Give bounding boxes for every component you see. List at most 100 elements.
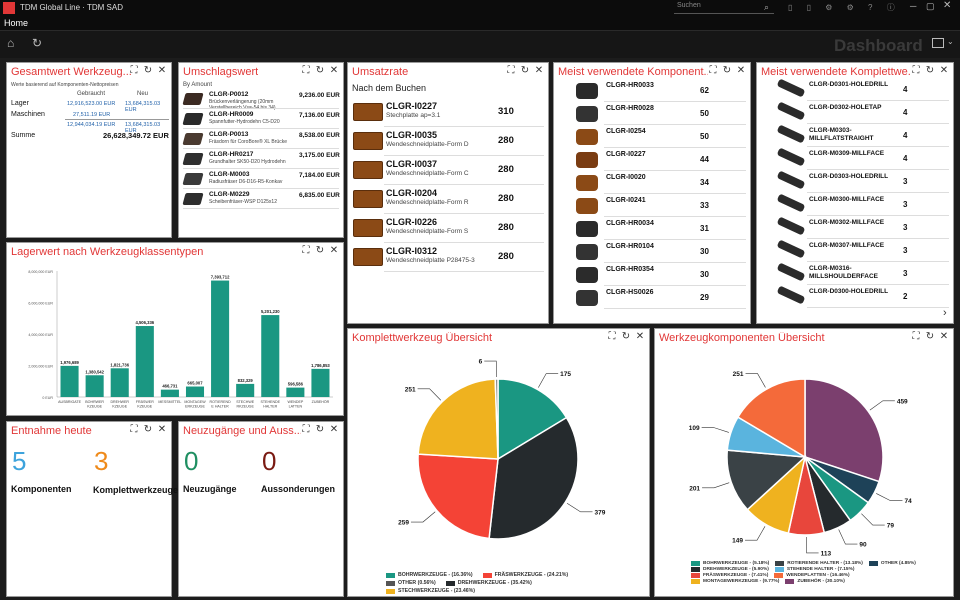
item-code[interactable]: CLGR-M0302-MILLFACE <box>809 219 885 226</box>
refresh-icon[interactable]: ↻ <box>315 424 325 435</box>
item-code[interactable]: CLGR-D0302-HOLETAP <box>809 104 882 111</box>
item-code[interactable]: CLGR-HR0034 <box>606 220 654 227</box>
item-code[interactable]: CLGR-P0012 <box>209 91 249 98</box>
close-icon[interactable]: ✕ <box>939 65 949 76</box>
item-code[interactable]: CLGR-M0316-MILLSHOULDERFACE <box>809 265 878 280</box>
refresh-icon[interactable]: ↻ <box>621 331 631 342</box>
bar[interactable] <box>110 368 129 397</box>
item-code[interactable]: CLGR-HR0028 <box>606 105 654 112</box>
item-code[interactable]: CLGR-HR0104 <box>606 243 654 250</box>
expand-icon[interactable]: ⛶ <box>709 65 717 76</box>
pie-slice[interactable] <box>417 378 499 460</box>
item-code[interactable]: CLGR-I0227 <box>606 151 646 158</box>
close-icon[interactable]: ✕ <box>157 424 167 435</box>
refresh-icon[interactable]: ↻ <box>32 36 43 50</box>
item-code[interactable]: CLGR-P0013 <box>209 131 249 138</box>
search-input[interactable]: Suchen <box>674 2 774 14</box>
home-icon[interactable]: ⌂ <box>7 36 15 50</box>
expand-icon[interactable]: ⛶ <box>302 424 310 435</box>
item-code[interactable]: CLGR-I0227 <box>386 101 438 111</box>
expand-icon[interactable]: ⛶ <box>302 65 310 76</box>
item-code[interactable]: CLGR-D0301-HOLEDRILL <box>809 81 889 88</box>
bar[interactable] <box>261 315 280 397</box>
pie-slice[interactable] <box>726 449 807 511</box>
bar[interactable] <box>60 365 79 397</box>
item-code[interactable]: CLGR-HR0009 <box>209 111 254 118</box>
expand-icon[interactable]: ⛶ <box>507 65 515 76</box>
maximize-icon[interactable]: ▢ <box>926 1 935 11</box>
close-icon[interactable]: ✕ <box>939 331 949 342</box>
pie-slice[interactable] <box>804 378 884 483</box>
item-value: 280 <box>498 251 514 262</box>
refresh-icon[interactable]: ↻ <box>722 65 732 76</box>
expand-icon[interactable]: ⛶ <box>302 245 310 256</box>
pie-slice[interactable] <box>417 453 499 540</box>
item-code[interactable]: CLGR-I0254 <box>606 128 646 135</box>
bar[interactable] <box>311 368 330 397</box>
item-value: 4 <box>903 85 908 94</box>
layout-icon[interactable] <box>932 38 944 48</box>
expand-icon[interactable]: ⛶ <box>912 331 920 342</box>
bar[interactable] <box>185 386 205 397</box>
item-code[interactable]: CLGR-I0020 <box>606 174 646 181</box>
bar[interactable] <box>160 389 179 397</box>
close-icon[interactable]: ✕ <box>534 65 544 76</box>
refresh-icon[interactable]: ↻ <box>315 65 325 76</box>
expand-icon[interactable]: ⛶ <box>130 65 138 76</box>
close-icon[interactable]: ✕ <box>329 424 339 435</box>
pie-slice[interactable] <box>488 416 579 540</box>
item-code[interactable]: CLGR-D0303-HOLEDRILL <box>809 173 889 180</box>
close-icon[interactable]: ✕ <box>635 331 645 342</box>
bar[interactable] <box>286 387 305 397</box>
bar[interactable] <box>211 280 230 397</box>
item-code[interactable]: CLGR-M0309-MILLFACE <box>809 150 885 157</box>
expand-icon[interactable]: ⛶ <box>912 65 920 76</box>
close-icon[interactable]: ✕ <box>736 65 746 76</box>
pie-slice[interactable] <box>497 378 568 461</box>
refresh-icon[interactable]: ↻ <box>520 65 530 76</box>
next-page-icon[interactable]: › <box>943 307 947 319</box>
panel-werkzeugkomponenten-uebersicht: Werkzeugkomponenten Übersicht ⛶ ↻ ✕ 459 74 7… <box>654 328 954 597</box>
refresh-icon[interactable]: ↻ <box>143 424 153 435</box>
menu-home[interactable]: Home <box>4 18 29 28</box>
bar[interactable] <box>85 375 104 397</box>
item-code[interactable]: CLGR-M0229 <box>209 191 250 198</box>
app-title: TDM Global Line · TDM SAD <box>20 3 123 12</box>
bar[interactable] <box>135 326 154 397</box>
slice-value-label: 459 <box>897 398 908 405</box>
minimize-icon[interactable]: ─ <box>910 1 917 11</box>
refresh-icon[interactable]: ↻ <box>925 65 935 76</box>
search-icon[interactable]: ⌕ <box>764 2 770 12</box>
item-code[interactable]: CLGR-HS0026 <box>606 289 654 296</box>
item-code[interactable]: CLGR-I0312 <box>386 246 438 256</box>
item-code[interactable]: CLGR-M0003 <box>209 171 250 178</box>
tool-thumbnail <box>776 285 806 305</box>
x-tick-label: DREHWER <box>110 400 129 404</box>
item-code[interactable]: CLGR-M0303-MILLFLATSTRAIGHT <box>809 127 874 142</box>
refresh-icon[interactable]: ↻ <box>925 331 935 342</box>
item-code[interactable]: CLGR-HR0033 <box>606 82 654 89</box>
x-tick-label: ZUBEHÖR <box>312 400 330 404</box>
pie-slice[interactable] <box>736 378 806 459</box>
expand-icon[interactable]: ⛶ <box>608 331 616 342</box>
chevron-down-icon[interactable]: ⌄ <box>947 37 954 46</box>
item-code[interactable]: CLGR-HR0217 <box>209 151 254 158</box>
close-icon[interactable]: ✕ <box>329 245 339 256</box>
item-code[interactable]: CLGR-M0307-MILLFACE <box>809 242 885 249</box>
item-code[interactable]: CLGR-I0037 <box>386 159 438 169</box>
bar[interactable] <box>236 383 255 397</box>
expand-icon[interactable]: ⛶ <box>130 424 138 435</box>
item-code[interactable]: CLGR-I0226 <box>386 217 438 227</box>
item-code[interactable]: CLGR-M0300-MILLFACE <box>809 196 885 203</box>
item-code[interactable]: CLGR-D0300-HOLEDRILL <box>809 288 889 295</box>
item-code[interactable]: CLGR-I0035 <box>386 130 438 140</box>
refresh-icon[interactable]: ↻ <box>315 245 325 256</box>
refresh-icon[interactable]: ↻ <box>143 65 153 76</box>
close-icon[interactable]: ✕ <box>157 65 167 76</box>
close-icon[interactable]: ✕ <box>943 0 952 11</box>
item-code[interactable]: CLGR-HR0354 <box>606 266 654 273</box>
item-code[interactable]: CLGR-I0204 <box>386 188 438 198</box>
pie-slice[interactable] <box>494 378 499 460</box>
item-code[interactable]: CLGR-I0241 <box>606 197 646 204</box>
close-icon[interactable]: ✕ <box>329 65 339 76</box>
